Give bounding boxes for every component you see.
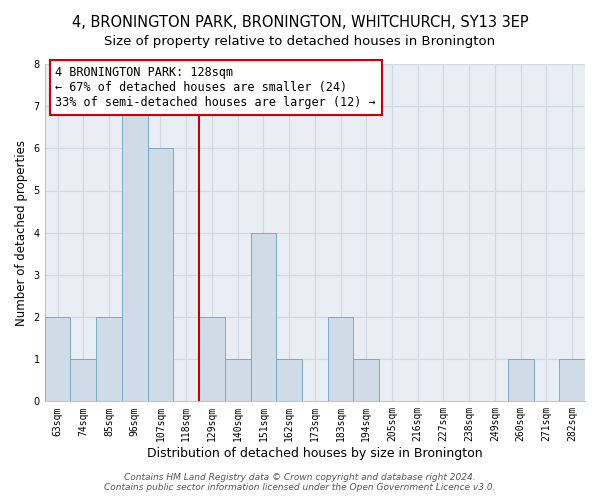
Bar — [251, 232, 276, 402]
Bar — [122, 106, 148, 402]
Bar — [559, 359, 585, 402]
Text: 4 BRONINGTON PARK: 128sqm
← 67% of detached houses are smaller (24)
33% of semi-: 4 BRONINGTON PARK: 128sqm ← 67% of detac… — [55, 66, 376, 108]
Text: Contains HM Land Registry data © Crown copyright and database right 2024.
Contai: Contains HM Land Registry data © Crown c… — [104, 473, 496, 492]
Bar — [353, 359, 379, 402]
Y-axis label: Number of detached properties: Number of detached properties — [15, 140, 28, 326]
Text: 4, BRONINGTON PARK, BRONINGTON, WHITCHURCH, SY13 3EP: 4, BRONINGTON PARK, BRONINGTON, WHITCHUR… — [71, 15, 529, 30]
X-axis label: Distribution of detached houses by size in Bronington: Distribution of detached houses by size … — [147, 447, 482, 460]
Bar — [44, 317, 70, 402]
Bar — [328, 317, 353, 402]
Text: Size of property relative to detached houses in Bronington: Size of property relative to detached ho… — [104, 35, 496, 48]
Bar — [199, 317, 225, 402]
Bar — [96, 317, 122, 402]
Bar — [148, 148, 173, 402]
Bar — [70, 359, 96, 402]
Bar — [225, 359, 251, 402]
Bar — [276, 359, 302, 402]
Bar — [508, 359, 533, 402]
